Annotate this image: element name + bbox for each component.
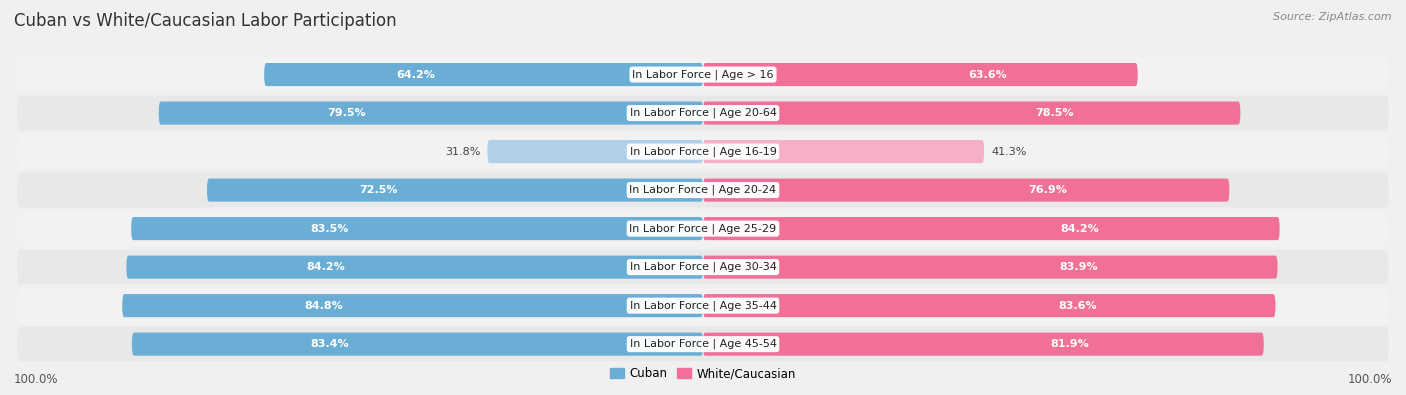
FancyBboxPatch shape [131, 217, 703, 240]
Text: In Labor Force | Age 20-24: In Labor Force | Age 20-24 [630, 185, 776, 196]
Text: 76.9%: 76.9% [1028, 185, 1067, 195]
FancyBboxPatch shape [703, 294, 1275, 317]
FancyBboxPatch shape [488, 140, 703, 163]
Text: 100.0%: 100.0% [14, 373, 59, 386]
FancyBboxPatch shape [703, 217, 1279, 240]
Text: Source: ZipAtlas.com: Source: ZipAtlas.com [1274, 12, 1392, 22]
Text: 64.2%: 64.2% [396, 70, 434, 79]
FancyBboxPatch shape [17, 211, 1389, 246]
Text: In Labor Force | Age 30-34: In Labor Force | Age 30-34 [630, 262, 776, 273]
FancyBboxPatch shape [703, 102, 1240, 125]
Text: 83.4%: 83.4% [311, 339, 349, 349]
FancyBboxPatch shape [17, 57, 1389, 92]
FancyBboxPatch shape [17, 96, 1389, 130]
Text: 72.5%: 72.5% [359, 185, 398, 195]
Text: 79.5%: 79.5% [328, 108, 367, 118]
FancyBboxPatch shape [17, 134, 1389, 169]
FancyBboxPatch shape [703, 333, 1264, 356]
Text: In Labor Force | Age 45-54: In Labor Force | Age 45-54 [630, 339, 776, 350]
FancyBboxPatch shape [17, 288, 1389, 323]
Legend: Cuban, White/Caucasian: Cuban, White/Caucasian [605, 363, 801, 385]
Text: 31.8%: 31.8% [446, 147, 481, 156]
FancyBboxPatch shape [132, 333, 703, 356]
FancyBboxPatch shape [17, 250, 1389, 284]
Text: 81.9%: 81.9% [1050, 339, 1090, 349]
Text: 83.6%: 83.6% [1059, 301, 1097, 310]
FancyBboxPatch shape [264, 63, 703, 86]
FancyBboxPatch shape [703, 63, 1137, 86]
Text: In Labor Force | Age 20-64: In Labor Force | Age 20-64 [630, 108, 776, 118]
Text: In Labor Force | Age 16-19: In Labor Force | Age 16-19 [630, 146, 776, 157]
Text: 41.3%: 41.3% [991, 147, 1026, 156]
Text: 83.5%: 83.5% [309, 224, 349, 233]
FancyBboxPatch shape [703, 256, 1278, 279]
Text: 84.8%: 84.8% [304, 301, 343, 310]
FancyBboxPatch shape [127, 256, 703, 279]
Text: In Labor Force | Age 25-29: In Labor Force | Age 25-29 [630, 223, 776, 234]
Text: 78.5%: 78.5% [1035, 108, 1074, 118]
FancyBboxPatch shape [17, 327, 1389, 361]
FancyBboxPatch shape [703, 140, 984, 163]
Text: 84.2%: 84.2% [307, 262, 346, 272]
Text: Cuban vs White/Caucasian Labor Participation: Cuban vs White/Caucasian Labor Participa… [14, 12, 396, 30]
FancyBboxPatch shape [122, 294, 703, 317]
FancyBboxPatch shape [17, 173, 1389, 207]
Text: In Labor Force | Age > 16: In Labor Force | Age > 16 [633, 69, 773, 80]
Text: In Labor Force | Age 35-44: In Labor Force | Age 35-44 [630, 300, 776, 311]
FancyBboxPatch shape [159, 102, 703, 125]
Text: 63.6%: 63.6% [969, 70, 1007, 79]
Text: 83.9%: 83.9% [1059, 262, 1098, 272]
Text: 84.2%: 84.2% [1060, 224, 1099, 233]
Text: 100.0%: 100.0% [1347, 373, 1392, 386]
FancyBboxPatch shape [207, 179, 703, 201]
FancyBboxPatch shape [703, 179, 1229, 201]
